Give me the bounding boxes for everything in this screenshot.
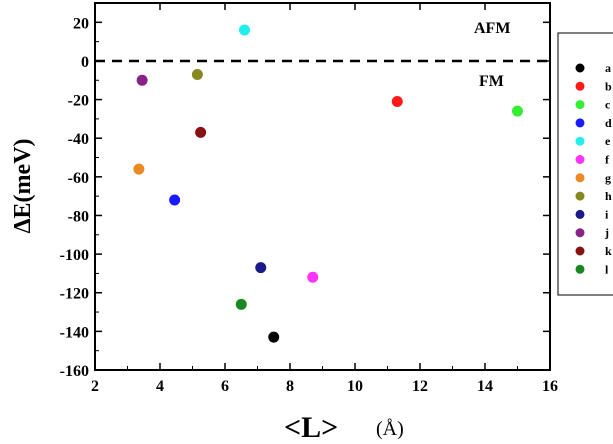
legend-marker-c <box>575 100 585 110</box>
legend-label-a: a <box>605 61 611 75</box>
data-point-b <box>391 96 403 108</box>
legend-marker-a <box>575 63 585 73</box>
legend-label-h: h <box>605 189 612 203</box>
data-point-d <box>169 194 181 206</box>
x-axis-unit: (Å) <box>376 418 404 440</box>
x-axis-title: <L> <box>284 411 338 444</box>
x-tick-label: 12 <box>412 378 428 395</box>
legend-box <box>557 32 613 296</box>
x-tick-label: 4 <box>156 378 164 395</box>
data-point-j <box>136 74 148 86</box>
x-tick-label: 2 <box>91 378 99 395</box>
legend-marker-f <box>575 155 585 164</box>
data-point-i <box>255 262 267 274</box>
x-tick-label: 8 <box>286 378 294 395</box>
y-tick-label: -20 <box>68 93 89 110</box>
y-tick-label: 20 <box>73 15 89 32</box>
legend-label-b: b <box>605 79 612 93</box>
y-tick-label: -160 <box>60 363 89 380</box>
legend-marker-j <box>575 228 585 238</box>
legend-label-i: i <box>605 207 609 221</box>
legend-marker-g <box>575 173 585 183</box>
data-point-l <box>235 298 247 310</box>
legend-label-d: d <box>605 116 612 130</box>
legend-label-j: j <box>604 226 609 240</box>
legend-marker-e <box>575 136 585 146</box>
legend-label-e: e <box>605 134 611 148</box>
y-tick-label: -120 <box>60 286 89 303</box>
x-tick-label: 6 <box>221 378 229 395</box>
data-point-e <box>239 24 250 36</box>
data-point-g <box>133 163 145 175</box>
y-tick-label: -40 <box>68 131 89 148</box>
data-point-f <box>307 271 319 283</box>
data-point-h <box>191 68 203 80</box>
x-tick-label: 14 <box>477 378 493 395</box>
legend-label-k: k <box>605 244 612 258</box>
legend-label-g: g <box>605 171 611 185</box>
legend-marker-d <box>575 118 585 128</box>
legend-marker-h <box>575 191 585 201</box>
data-point-a <box>268 331 280 343</box>
x-tick-label: 16 <box>542 378 558 395</box>
data-point-k <box>195 126 207 138</box>
y-tick-label: -100 <box>60 247 89 264</box>
legend-marker-i <box>575 209 585 219</box>
legend-marker-l <box>575 264 585 274</box>
data-point-c <box>512 105 523 117</box>
legend-marker-b <box>575 81 585 91</box>
annotation-fm: FM <box>479 73 504 90</box>
annotation-afm: AFM <box>474 20 510 37</box>
y-tick-label: 0 <box>81 54 89 71</box>
y-tick-label: -60 <box>68 170 89 187</box>
legend-label-l: l <box>605 262 609 276</box>
plot-frame <box>94 2 551 371</box>
legend-marker-k <box>575 246 585 256</box>
y-tick-label: -80 <box>68 208 89 225</box>
y-tick-label: -140 <box>60 324 89 341</box>
legend-label-c: c <box>605 98 611 112</box>
legend-label-f: f <box>605 153 610 167</box>
x-tick-label: 10 <box>347 378 363 395</box>
y-axis-title: ΔE(meV) <box>10 138 36 233</box>
